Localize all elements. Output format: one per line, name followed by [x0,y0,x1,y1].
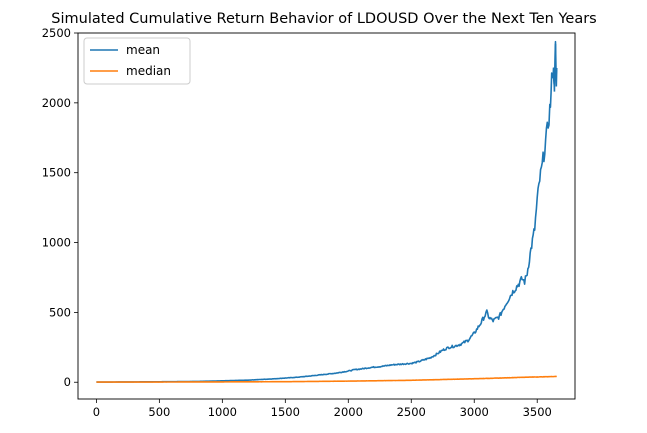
y-tick-label: 500 [49,305,71,319]
y-tick-label: 1000 [42,236,71,250]
x-tick-label: 2500 [397,405,426,419]
x-tick-label: 3500 [523,405,552,419]
x-tick-label: 500 [148,405,170,419]
plot-frame [77,32,576,400]
y-axis: 0 500 1000 1500 2000 2500 [42,26,78,389]
x-tick-label: 1500 [271,405,300,419]
series-line-mean [96,40,558,383]
series-group [96,40,558,383]
series-line-mean-end [552,43,558,92]
legend-label-median: median [126,64,171,78]
y-tick-label: 1500 [42,166,71,180]
x-tick-label: 1000 [208,405,237,419]
y-tick-label: 2500 [42,26,71,40]
x-tick-label: 3000 [460,405,489,419]
chart-title: Simulated Cumulative Return Behavior of … [51,11,596,27]
x-axis: 0 500 1000 1500 2000 2500 3000 3500 [93,399,552,419]
x-tick-label: 2000 [334,405,363,419]
x-tick-label: 0 [93,405,100,419]
legend-label-mean: mean [126,43,160,57]
y-tick-label: 0 [64,375,71,389]
y-tick-label: 2000 [42,96,71,110]
series-line-median [96,375,557,383]
legend: mean median [83,37,191,85]
